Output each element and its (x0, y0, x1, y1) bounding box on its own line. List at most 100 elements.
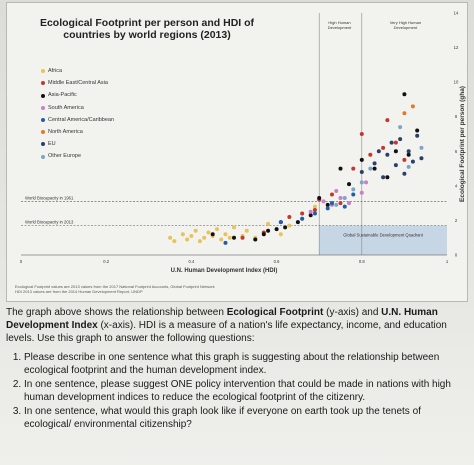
data-point-s3-p14 (359, 157, 364, 162)
data-point-s8-p4 (359, 180, 364, 185)
data-point-s8-p8 (419, 145, 424, 150)
data-point-s2-p6 (312, 208, 317, 213)
legend-item-3: Asia-Pacific (41, 89, 114, 101)
quadrant-label: Global Sustainable Development Quadrant (343, 233, 423, 238)
legend-label-2: Middle East/Central Asia (48, 80, 108, 87)
data-point-s3-p17 (393, 149, 398, 154)
legend-label-5: Central America/Caribbean (48, 116, 115, 123)
data-point-s3-p18 (402, 92, 407, 97)
very-high-hd-label-1: Very High Human (390, 20, 421, 25)
legend-label-4: South America (48, 104, 84, 111)
data-point-s7-p2 (372, 161, 377, 166)
data-point-s2-p8 (329, 192, 334, 197)
data-point-s5-p5 (325, 206, 330, 211)
data-point-s2-p4 (287, 214, 292, 219)
question-item-1: Please describe in one sentence what thi… (24, 351, 468, 377)
data-point-s1-p21 (278, 232, 283, 237)
intro-paragraph: The graph above shows the relationship b… (6, 306, 468, 345)
data-point-s3-p12 (338, 166, 343, 171)
legend-item-8: Other Europe (41, 150, 114, 162)
chart-figure: Global Sustainable Development Quadrant W… (6, 2, 468, 302)
data-point-s4-p6 (347, 201, 352, 206)
x-tick-label-4: 0.8 (359, 259, 365, 264)
legend-marker-2 (41, 81, 45, 86)
legend-label-6: North America (48, 129, 83, 136)
data-point-s3-p1 (210, 232, 215, 237)
intro-bold2: U.N. Human Development Index (6, 307, 438, 331)
source-note-line2: HDI 2013 values are from the 2014 Human … (15, 289, 143, 294)
data-point-s8-p6 (398, 125, 403, 130)
data-point-s8-p1 (334, 202, 339, 207)
chart-title: Ecological Footprint per person and HDI … (39, 17, 255, 41)
data-point-s3-p8 (295, 220, 300, 225)
data-point-s3-p2 (232, 235, 236, 240)
legend-marker-4 (41, 105, 45, 110)
data-point-s3-p3 (253, 237, 258, 242)
legend-marker-7 (41, 142, 45, 147)
data-point-s8-p7 (406, 164, 411, 169)
legend-marker-5 (41, 117, 45, 122)
data-point-s2-p12 (368, 152, 373, 157)
data-point-s1-p9 (206, 230, 211, 235)
data-point-s7-p3 (376, 149, 381, 154)
legend-item-5: Central America/Caribbean (41, 114, 114, 126)
data-point-s3-p7 (283, 225, 288, 230)
high-hd-label-2: Development (328, 25, 352, 30)
legend-item-4: South America (41, 102, 114, 114)
data-point-s1-p2 (172, 239, 177, 244)
data-point-s4-p5 (338, 195, 343, 200)
high-hd-label-1: High Human (328, 20, 350, 25)
intro-part3: (x-axis). HDI is a measure of a nation's… (6, 320, 447, 344)
data-point-s1-p7 (197, 239, 202, 244)
data-point-s2-p16 (402, 157, 407, 162)
data-point-s3-p5 (266, 228, 271, 233)
chart-legend: Africa Middle East/Central Asia Asia-Pacif… (41, 65, 114, 163)
legend-item-7: EU (41, 138, 114, 150)
source-note: Ecological Footprint values are 2013 val… (15, 284, 215, 294)
data-point-s7-p8 (398, 137, 403, 142)
data-point-s1-p5 (189, 233, 194, 238)
data-point-s1-p20 (266, 221, 271, 226)
data-point-s1-p13 (223, 232, 228, 237)
y-tick-label-5: 10 (454, 80, 459, 85)
data-point-s3-p10 (317, 195, 322, 200)
data-point-s8-p5 (368, 166, 373, 171)
y-tick-label-0: 0 (455, 253, 458, 258)
data-point-s7-p1 (359, 170, 364, 175)
question-list: Please describe in one sentence what thi… (6, 351, 468, 431)
legend-label-8: Other Europe (48, 153, 82, 160)
data-point-s1-p15 (232, 225, 236, 230)
x-axis-label: U.N. Human Development Index (HDI) (171, 268, 278, 274)
data-point-s6-p1 (402, 111, 407, 116)
legend-marker-3 (41, 93, 45, 98)
question-item-2: In one sentence, please suggest ONE poli… (24, 378, 468, 404)
legend-item-6: North America (41, 126, 114, 138)
data-point-s7-p13 (419, 156, 424, 161)
data-point-s1-p14 (227, 235, 232, 240)
data-point-s3-p13 (347, 182, 352, 187)
data-point-s5-p8 (351, 192, 356, 197)
legend-marker-6 (41, 130, 45, 135)
y-tick-label-3: 6 (455, 149, 458, 154)
data-point-s5-p6 (329, 201, 334, 206)
intro-bold1: Ecological Footprint (226, 307, 324, 318)
x-tick-label-3: 0.6 (274, 259, 280, 264)
data-point-s2-p13 (381, 145, 386, 150)
biocapacity-label-2: World Biocapacity in 2013 (25, 220, 74, 225)
data-point-s1-p22 (287, 223, 292, 228)
x-tick-label-5: 1 (446, 259, 449, 264)
legend-label-1: Africa (48, 68, 63, 74)
data-point-s3-p16 (385, 175, 390, 180)
biocapacity-label-1: World Biocapacity in 1961 (25, 195, 74, 200)
legend-marker-1 (41, 69, 45, 74)
data-point-s3-p20 (415, 128, 420, 133)
y-tick-label-7: 14 (454, 11, 459, 16)
data-point-s1-p3 (180, 232, 185, 237)
data-point-s1-p12 (219, 237, 224, 242)
data-point-s4-p2 (321, 199, 326, 204)
data-point-s2-p14 (385, 118, 390, 123)
data-point-s4-p4 (334, 189, 339, 194)
data-point-s2-p10 (351, 166, 356, 171)
data-point-s5-p4 (312, 211, 317, 216)
data-point-s7-p12 (415, 133, 420, 138)
